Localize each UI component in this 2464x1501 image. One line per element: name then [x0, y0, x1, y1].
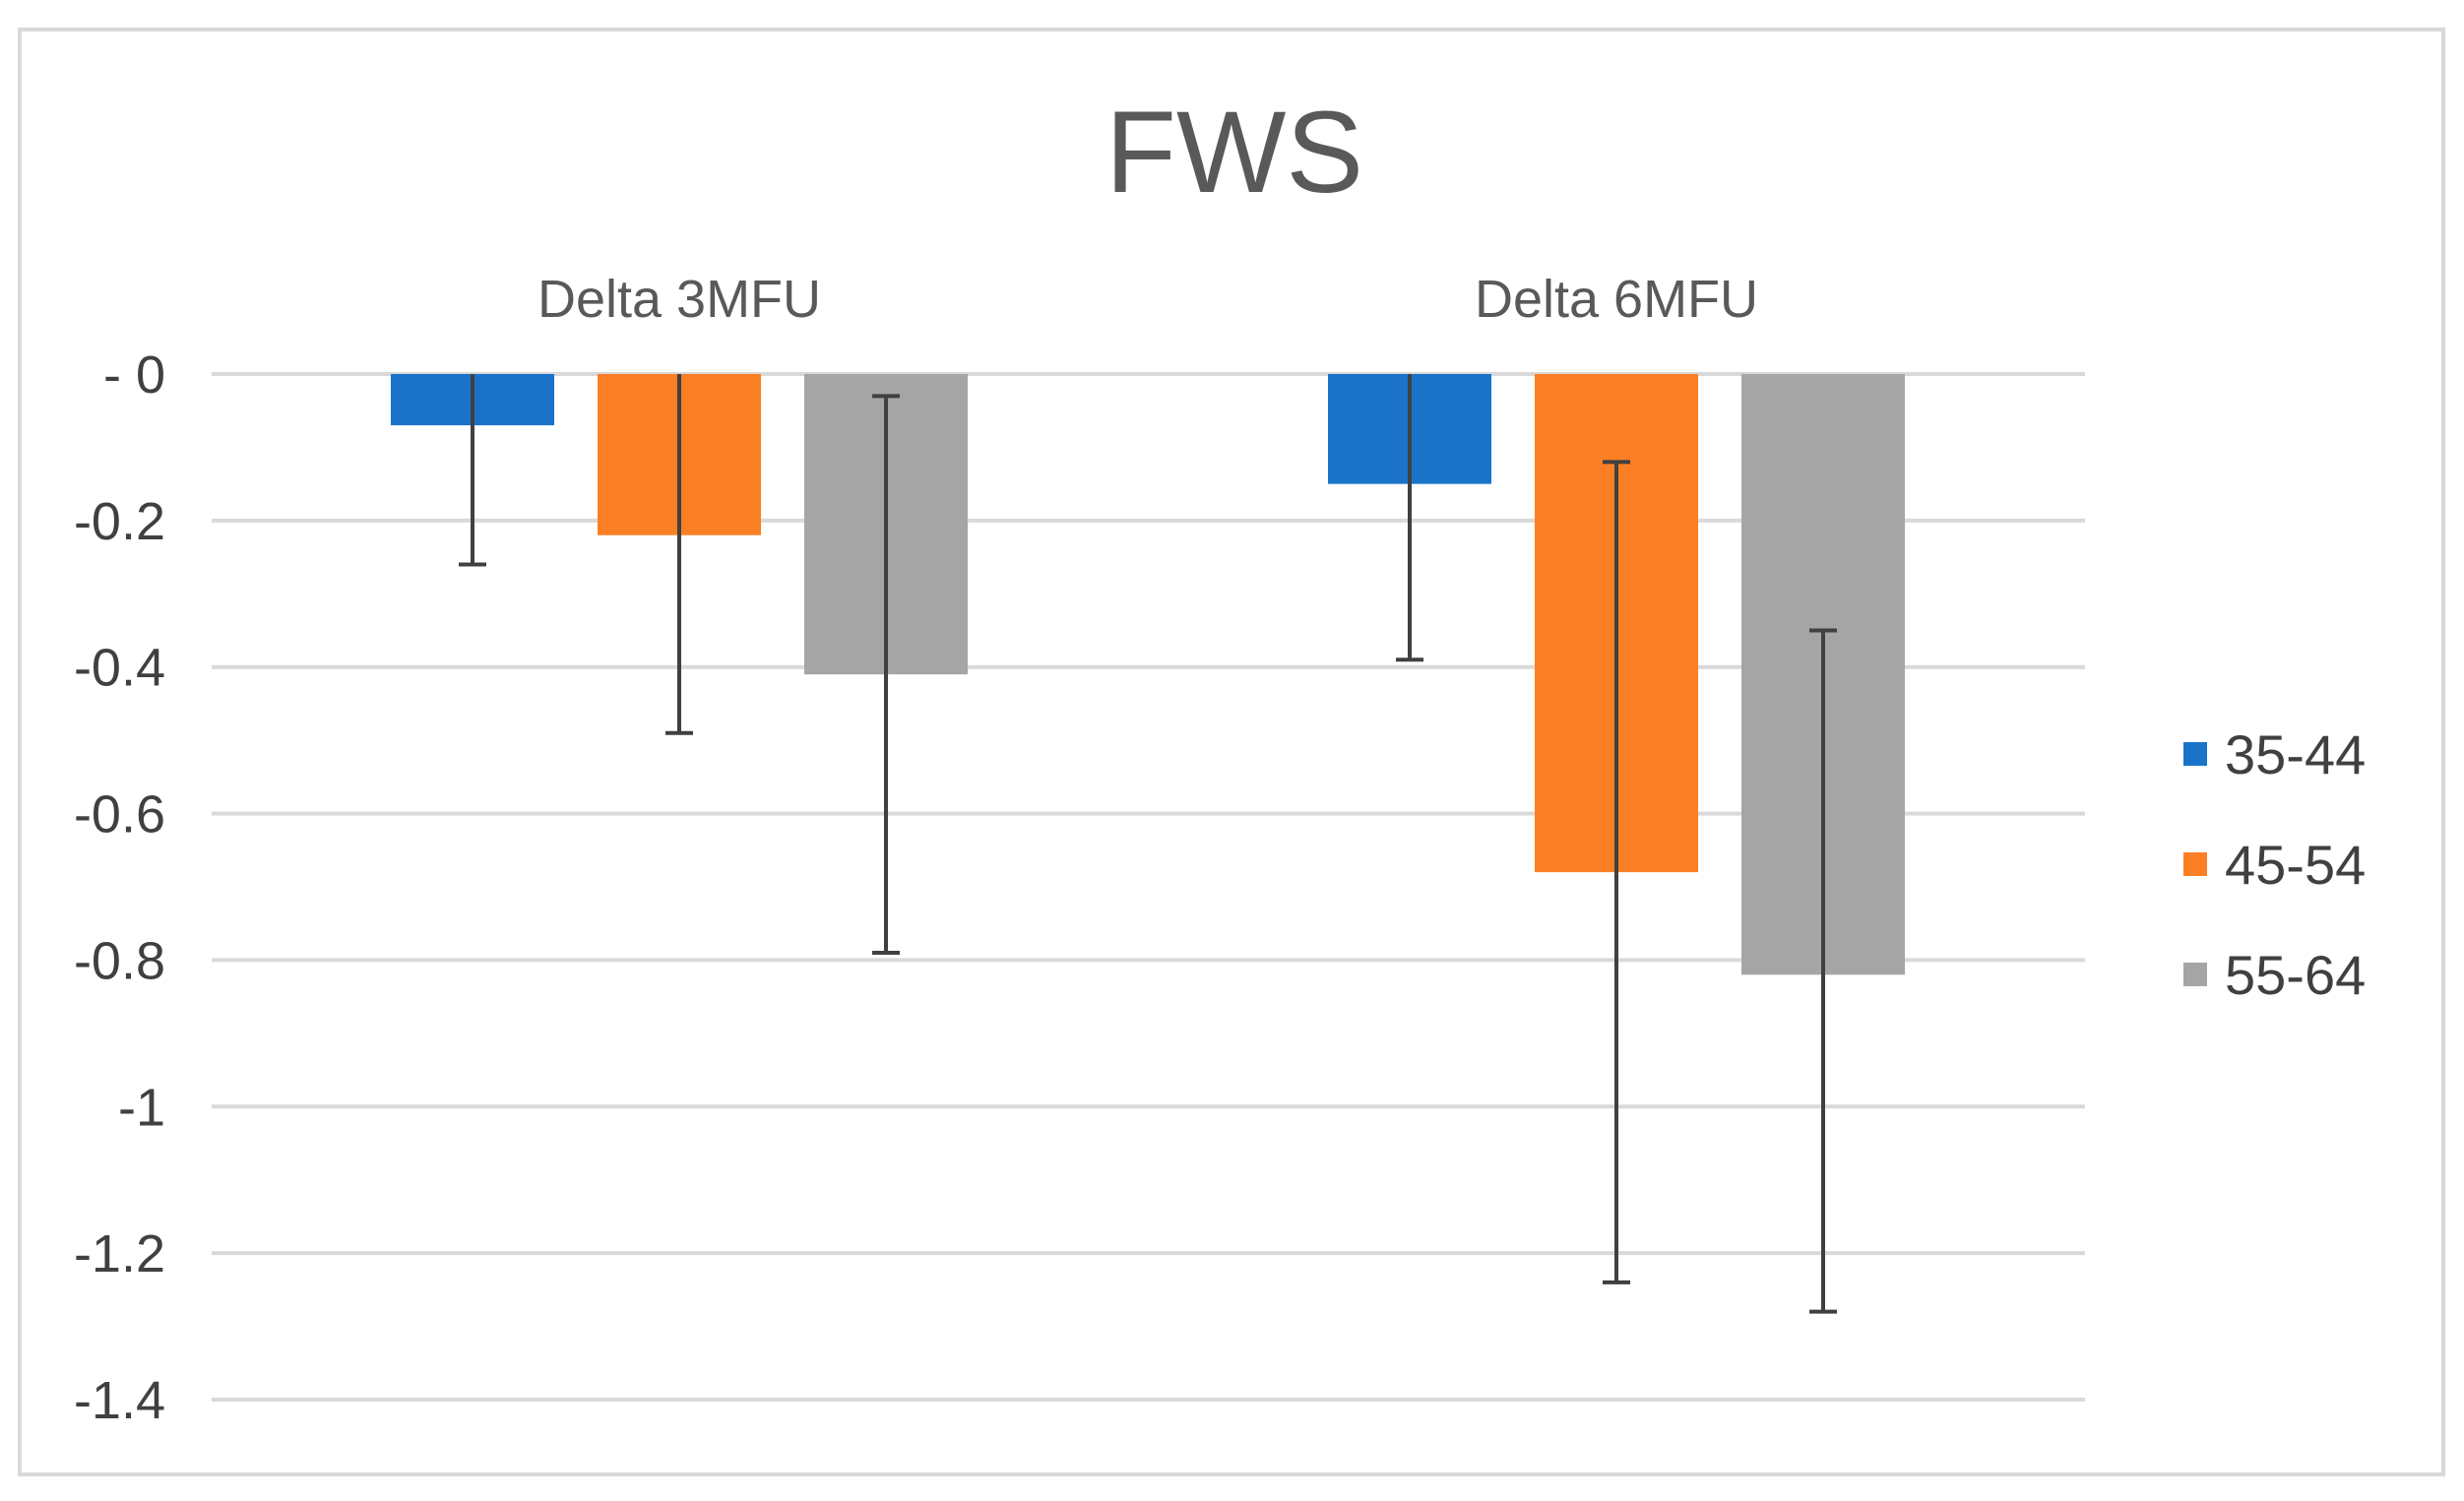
category-label: Delta 6MFU: [1475, 270, 1758, 329]
legend-label-35-44: 35-44: [2225, 723, 2366, 785]
y-tick-label: -1.4: [74, 1371, 165, 1430]
bars: [391, 374, 1905, 975]
y-tick-label: -1.2: [74, 1224, 165, 1283]
y-tick-label: -1: [118, 1078, 165, 1137]
y-tick-label: -0.8: [74, 931, 165, 990]
category-labels: Delta 3MFU Delta 6MFU: [537, 270, 1758, 329]
y-axis-tick-labels: - 0 -0.2 -0.4 -0.6 -0.8 -1 -1.2 -1.4: [74, 345, 165, 1430]
error-bars: [459, 374, 1837, 1314]
y-tick-label: -0.6: [74, 785, 165, 844]
y-tick-label: -0.4: [74, 639, 165, 698]
legend-label-55-64: 55-64: [2225, 944, 2366, 1006]
chart-frame: [18, 28, 2445, 1476]
category-label: Delta 3MFU: [537, 270, 821, 329]
y-tick-label: -0.2: [74, 492, 165, 551]
legend-swatch-45-54: [2183, 852, 2207, 876]
legend-swatch-35-44: [2183, 742, 2207, 766]
chart-title: FWS: [1106, 88, 1363, 218]
legend-label-45-54: 45-54: [2225, 834, 2366, 896]
legend: 35-44 45-54 55-64: [2183, 723, 2366, 1006]
y-tick-label: - 0: [103, 345, 165, 405]
legend-swatch-55-64: [2183, 963, 2207, 986]
